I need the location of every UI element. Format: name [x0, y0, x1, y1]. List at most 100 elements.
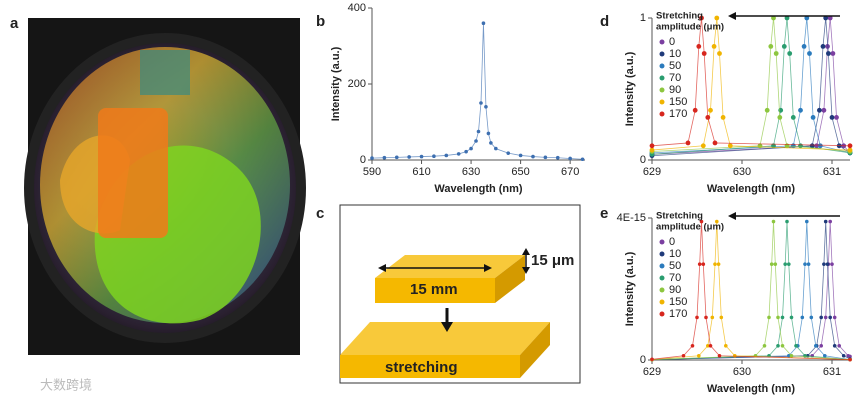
data-point	[762, 344, 767, 348]
series-line	[651, 221, 851, 361]
data-point	[699, 219, 704, 224]
data-point	[764, 107, 770, 113]
data-point	[407, 155, 411, 159]
data-point	[789, 353, 794, 358]
thickness-label: 15 μm	[531, 252, 574, 269]
data-point	[848, 354, 852, 359]
data-point	[484, 105, 488, 109]
data-point	[771, 15, 776, 21]
data-point	[827, 15, 833, 21]
panel-label: e	[600, 205, 608, 222]
data-point	[724, 344, 728, 348]
data-point	[555, 155, 560, 160]
x-tick-label: 650	[511, 166, 529, 178]
data-point	[776, 344, 780, 348]
data-point	[768, 44, 774, 49]
data-point	[695, 315, 699, 320]
data-point	[806, 262, 811, 266]
data-point	[481, 21, 486, 26]
legend-label: 10	[669, 248, 681, 260]
data-point	[790, 143, 796, 149]
legend-title: Stretching	[656, 211, 703, 222]
data-point	[828, 219, 832, 224]
legend-marker	[659, 99, 665, 105]
data-point	[489, 141, 493, 145]
data-point	[820, 44, 826, 49]
data-point	[697, 262, 702, 266]
legend-title: Stretching	[656, 11, 703, 22]
x-axis-label: Wavelength (nm)	[707, 183, 796, 195]
series-line	[371, 23, 583, 160]
series-line	[651, 17, 851, 155]
legend-marker	[659, 311, 665, 317]
data-point	[701, 51, 707, 56]
legend-label: 170	[669, 308, 687, 320]
data-point	[692, 107, 698, 113]
data-point	[777, 115, 783, 120]
data-point	[715, 219, 719, 224]
data-point	[716, 262, 721, 266]
panel-label: a	[10, 15, 19, 32]
data-point	[784, 15, 790, 21]
data-point	[708, 107, 713, 113]
series-line	[651, 221, 851, 361]
data-point	[828, 315, 832, 320]
panel-label: c	[316, 205, 324, 222]
data-point	[823, 219, 828, 224]
data-point	[696, 44, 702, 49]
data-point	[705, 115, 711, 120]
data-point	[780, 344, 785, 348]
data-point	[830, 51, 836, 56]
data-point	[713, 262, 717, 266]
data-point	[464, 149, 468, 154]
x-tick-label: 631	[823, 366, 841, 378]
series-line	[651, 17, 851, 154]
data-point	[506, 151, 511, 155]
data-point	[783, 262, 787, 266]
data-point	[805, 219, 809, 224]
data-point	[794, 344, 798, 348]
data-point	[681, 353, 686, 358]
data-point	[790, 115, 796, 120]
y-tick-label: 1	[640, 12, 646, 24]
action-label: stretching	[385, 359, 458, 376]
data-point	[714, 15, 720, 21]
legend-label: 50	[669, 60, 681, 72]
data-point	[822, 262, 826, 266]
data-point	[711, 44, 717, 49]
panel-label: b	[316, 13, 325, 30]
data-point	[823, 15, 829, 21]
data-point	[814, 143, 820, 149]
series-line	[651, 17, 851, 151]
y-tick-label: 0	[640, 354, 646, 366]
legend-label: 170	[669, 108, 687, 120]
data-point	[580, 157, 585, 162]
data-point	[810, 115, 816, 120]
legend-marker	[659, 287, 665, 293]
data-point	[704, 315, 708, 320]
legend-label: 0	[669, 36, 675, 48]
data-point	[700, 143, 706, 149]
legend-marker	[659, 275, 665, 281]
data-point	[771, 219, 776, 224]
x-tick-label: 670	[561, 166, 579, 178]
data-point	[773, 51, 779, 56]
data-point	[710, 315, 715, 320]
data-point	[817, 107, 822, 113]
series-line	[651, 221, 851, 361]
data-point	[479, 101, 483, 105]
legend-arrowhead	[728, 212, 736, 220]
data-point	[832, 315, 837, 320]
data-point	[823, 353, 827, 358]
series-line	[651, 17, 851, 157]
legend-label: 10	[669, 48, 681, 60]
data-point	[767, 315, 771, 320]
data-point	[733, 353, 737, 358]
legend-marker	[659, 299, 665, 305]
legend-label: 90	[669, 284, 681, 296]
series-line	[651, 221, 851, 361]
data-point	[469, 146, 473, 151]
data-point	[800, 315, 805, 320]
